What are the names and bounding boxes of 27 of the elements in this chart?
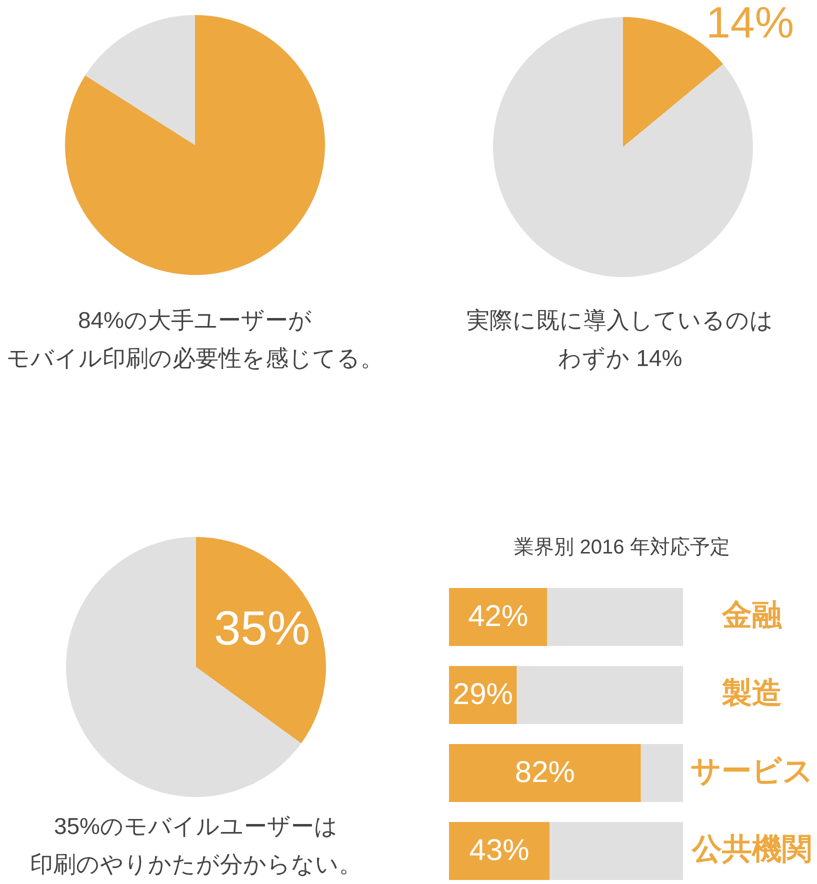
y-tick-label: サービス [690, 754, 814, 788]
data-label: 43% [469, 834, 530, 867]
data-label: 29% [452, 678, 513, 711]
text: モバイル印刷の必要性を感じてる。 [6, 345, 384, 372]
text: 35%のモバイルユーザーは [54, 813, 338, 840]
bar [449, 744, 641, 802]
data-label: 82% [514, 756, 575, 789]
data-label: 35% [214, 602, 310, 656]
data-label: 42% [468, 600, 528, 633]
pie-slice [196, 537, 326, 744]
y-tick-label: 公共機関 [691, 832, 812, 866]
chart-title: 業界別 2016 年対応予定 [514, 535, 730, 558]
text: 印刷のやりかたが分からない。 [30, 851, 362, 878]
bar [547, 588, 683, 646]
bar [640, 744, 683, 802]
pie-slice [65, 15, 325, 275]
bar [449, 588, 548, 646]
bar [449, 822, 550, 880]
data-label: 14% [706, 0, 794, 48]
text: 実際に既に導入しているのは [466, 307, 774, 334]
pie-slice [85, 15, 195, 145]
text: 84%の大手ユーザーが [78, 307, 312, 334]
y-tick-label: 金融 [721, 598, 783, 632]
bar [516, 666, 683, 724]
y-tick-label: 製造 [721, 676, 782, 710]
bar [550, 822, 683, 880]
text: わずか 14% [558, 345, 682, 372]
